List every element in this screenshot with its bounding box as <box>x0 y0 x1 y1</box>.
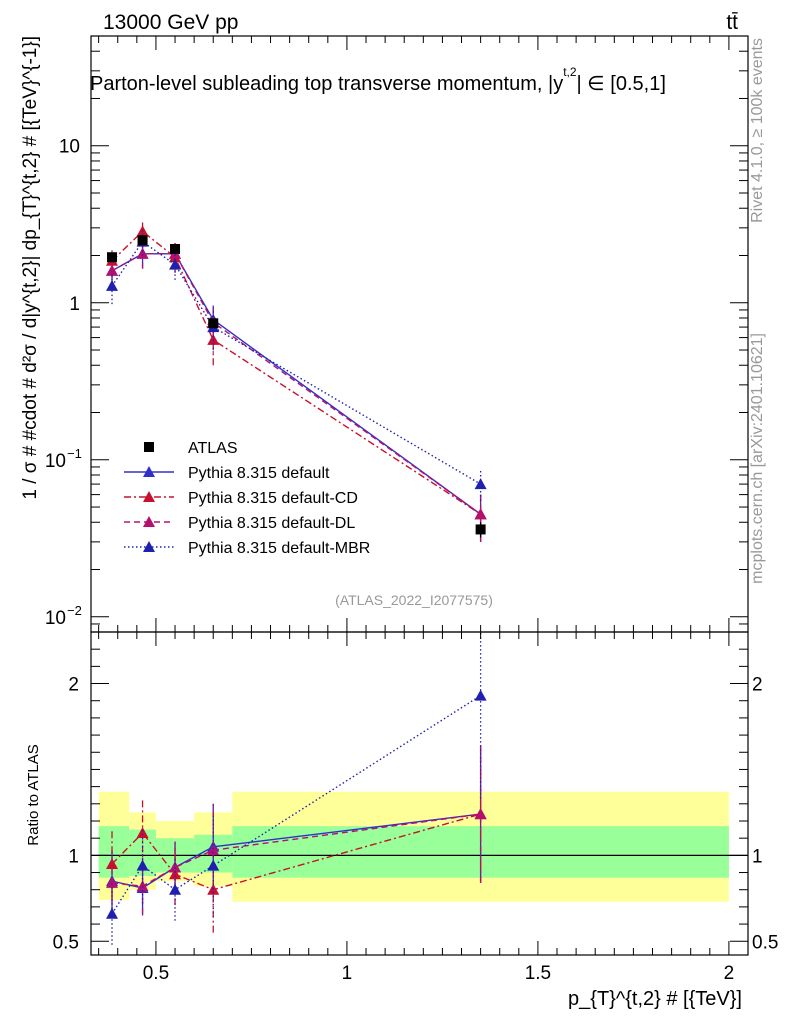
ratio-series-point <box>169 861 182 873</box>
ratio-series-point <box>136 859 149 871</box>
main-series-line <box>111 253 482 515</box>
ratio-series-line <box>111 813 481 887</box>
ratio-series-point <box>474 808 487 820</box>
plot-title: Parton-level subleading top transverse m… <box>90 65 666 95</box>
main-series-point <box>106 264 119 276</box>
side-label-rivet: Rivet 4.1.0, ≥ 100k events <box>749 38 766 223</box>
legend-marker <box>143 541 155 552</box>
main-series-point <box>170 243 181 254</box>
energy-label: 13000 GeV pp <box>103 11 238 34</box>
main-series-point <box>169 258 182 270</box>
ratio-series-point <box>474 689 487 701</box>
legend-marker <box>143 491 155 502</box>
main-ytick-label: 10 <box>45 451 66 472</box>
ratio-series-point <box>169 868 182 880</box>
main-series-point <box>474 478 487 490</box>
plot-title-main: Parton-level subleading top transverse m… <box>90 73 563 95</box>
plot-title-sup: t,2 <box>563 65 577 79</box>
main-series-point <box>106 279 119 291</box>
main-series-point <box>475 524 486 535</box>
main-series-point <box>137 235 148 246</box>
ratio-ytick-label-right: 0.5 <box>752 932 778 953</box>
main-ylabel: 1 / σ # #cdot # d²σ / d|y^{t,2}| dp_{T}^… <box>20 36 41 500</box>
main-ytick-label: 1 <box>69 294 80 315</box>
main-ytick-label-exp: −2 <box>67 603 82 618</box>
ratio-ytick-label: 1 <box>68 846 79 867</box>
main-series-point <box>107 252 118 263</box>
main-series-point <box>208 318 219 329</box>
legend-label: ATLAS <box>188 440 238 457</box>
legend-label: Pythia 8.315 default-CD <box>188 490 358 507</box>
ratio-series-point <box>207 859 220 871</box>
legend-label: Pythia 8.315 default-DL <box>188 515 355 532</box>
ratio-series-point <box>207 883 220 895</box>
ratio-series-point <box>169 883 182 895</box>
legend-label: Pythia 8.315 default-MBR <box>188 540 370 557</box>
main-series-point <box>474 508 487 520</box>
main-ytick-label: 10 <box>59 137 80 158</box>
ratio-series-point <box>136 880 149 892</box>
ratio-series-point <box>106 907 119 919</box>
side-label-mcplots: mcplots.cern.ch [arXiv:2401.10621] <box>749 333 766 584</box>
legend-marker <box>144 442 154 452</box>
main-series-pythia-8-315-default-mbr <box>106 230 487 501</box>
ratio-series-point <box>106 876 119 888</box>
ratio-ylabel: Ratio to ATLAS <box>25 744 42 845</box>
ratio-ytick-label-right: 2 <box>752 675 763 696</box>
ratio-series-point <box>207 844 220 856</box>
legend: ATLAS Pythia 8.315 default Pythia 8.315 de… <box>124 440 370 557</box>
ratio-ytick-label: 0.5 <box>53 932 79 953</box>
legend-label: Pythia 8.315 default <box>188 465 330 482</box>
main-ytick-label-exp: −1 <box>67 446 82 461</box>
ratio-series-point <box>136 827 149 839</box>
main-ytick-label: 10 <box>45 608 66 629</box>
plot-title-tail: | ∈ [0.5,1] <box>577 73 666 95</box>
ratio-ytick-label: 2 <box>68 675 79 696</box>
main-series-atlas <box>107 235 486 538</box>
ratio-xtick-label: 1.5 <box>525 963 551 984</box>
ratio-series-pythia-8-315-default-mbr <box>106 632 487 945</box>
analysis-reference: (ATLAS_2022_I2077575) <box>335 592 493 608</box>
process-label: tt̄ <box>726 11 738 34</box>
main-series-point <box>136 247 149 259</box>
ratio-xtick-label: 0.5 <box>143 963 169 984</box>
ratio-frame <box>90 631 749 956</box>
legend-marker <box>143 516 155 527</box>
main-series-line <box>111 240 481 485</box>
ratio-xtick-label: 1 <box>342 963 353 984</box>
ratio-xtick-label: 2 <box>724 963 735 984</box>
main-series-line <box>111 230 481 515</box>
ratio-xlabel: p_{T}^{t,2} # [{TeV}] <box>568 988 742 1010</box>
legend-marker <box>143 466 155 477</box>
ratio-panel: 0.5 1 1.5 2 0.5 0.5 1 1 2 2 <box>53 631 778 984</box>
ratio-ytick-label-right: 1 <box>752 846 763 867</box>
